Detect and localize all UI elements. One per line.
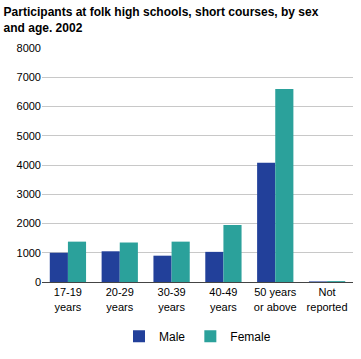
svg-text:30-39years: 30-39years: [158, 286, 186, 312]
svg-text:1000: 1000: [17, 247, 41, 259]
svg-text:5000: 5000: [17, 130, 41, 142]
svg-text:0: 0: [35, 276, 41, 288]
svg-text:7000: 7000: [17, 71, 41, 83]
svg-text:4000: 4000: [17, 159, 41, 171]
svg-text:3000: 3000: [17, 188, 41, 200]
svg-text:Female: Female: [230, 330, 270, 344]
svg-text:6000: 6000: [17, 100, 41, 112]
svg-text:Notreported: Notreported: [307, 286, 348, 312]
svg-text:2000: 2000: [17, 217, 41, 229]
svg-text:8000: 8000: [17, 42, 41, 54]
svg-text:20-29years: 20-29years: [106, 286, 134, 312]
svg-text:17-19years: 17-19years: [54, 286, 82, 312]
svg-text:Male: Male: [159, 330, 185, 344]
svg-text:Participants at folk high scho: Participants at folk high schools, short…: [4, 5, 319, 35]
svg-text:50 yearsor above: 50 yearsor above: [254, 286, 297, 312]
svg-text:40-49years: 40-49years: [209, 286, 237, 312]
